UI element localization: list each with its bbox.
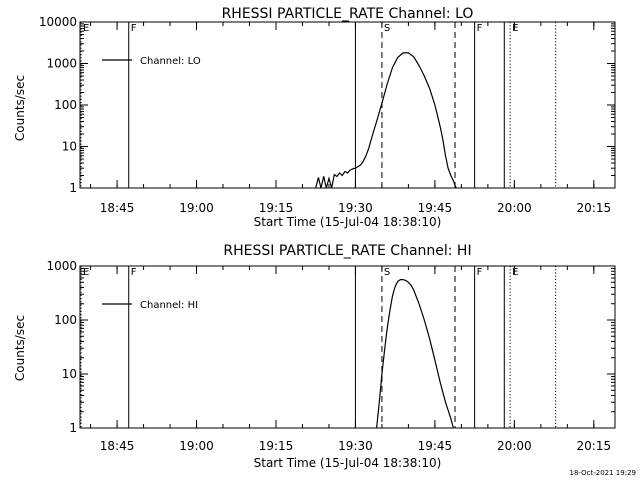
chart-panel-hi: RHESSI PARTICLE_RATE Channel: HI 1 10 100 10…	[13, 243, 616, 470]
event-marker-label: E	[512, 267, 518, 278]
event-marker-label: F	[477, 23, 483, 34]
x-tick-label: 18:45	[100, 201, 135, 215]
x-tick-label: 19:15	[259, 439, 294, 453]
y-tick-label: 10	[62, 367, 77, 381]
event-marker-label: F	[131, 23, 137, 34]
y-tick-label: 10	[62, 140, 77, 154]
x-tick-label: 20:00	[497, 439, 532, 453]
y-tick-label: 10000	[39, 15, 77, 29]
event-marker-label: E	[83, 23, 89, 34]
y-tick-label: 1000	[46, 259, 77, 273]
event-marker-label: S	[384, 23, 390, 34]
event-marker-label: S	[384, 267, 390, 278]
x-axis-label: Start Time (15-Jul-04 18:38:10)	[254, 215, 442, 229]
y-axis-label: Counts/sec	[13, 315, 27, 381]
x-tick-label: 19:45	[418, 201, 453, 215]
series-line	[315, 52, 457, 189]
x-tick-label: 19:45	[418, 439, 453, 453]
x-axis-label: Start Time (15-Jul-04 18:38:10)	[254, 456, 442, 470]
y-tick-label: 1	[69, 181, 77, 195]
y-tick-label: 100	[54, 313, 77, 327]
legend-label: Channel: LO	[140, 56, 201, 67]
event-marker-label: F	[477, 267, 483, 278]
footer-timestamp: 18-Oct-2021 19:29	[569, 469, 636, 477]
y-tick-label: 1000	[46, 57, 77, 71]
x-tick-label: 19:30	[338, 201, 373, 215]
event-marker-label: F	[131, 267, 137, 278]
x-tick-label: 19:00	[179, 439, 214, 453]
x-tick-label: 18:45	[100, 439, 135, 453]
legend-label: Channel: HI	[140, 300, 198, 311]
series-line	[376, 279, 454, 429]
event-marker-label: E	[512, 23, 518, 34]
x-tick-label: 20:00	[497, 201, 532, 215]
y-axis-label: Counts/sec	[13, 75, 27, 141]
x-tick-label: 20:15	[577, 201, 612, 215]
x-tick-label: 19:30	[338, 439, 373, 453]
chart-title: RHESSI PARTICLE_RATE Channel: HI	[223, 243, 471, 259]
plot-frame	[79, 265, 616, 429]
chart-panel-lo: RHESSI PARTICLE_RATE Channel: LO 1 10 100 10…	[13, 6, 616, 229]
x-tick-label: 19:00	[179, 201, 214, 215]
x-tick-label: 19:15	[259, 201, 294, 215]
y-tick-label: 1	[69, 421, 77, 435]
chart-title: RHESSI PARTICLE_RATE Channel: LO	[222, 6, 474, 22]
event-marker-label: E	[83, 267, 89, 278]
y-tick-label: 100	[54, 98, 77, 112]
x-tick-label: 20:15	[577, 439, 612, 453]
